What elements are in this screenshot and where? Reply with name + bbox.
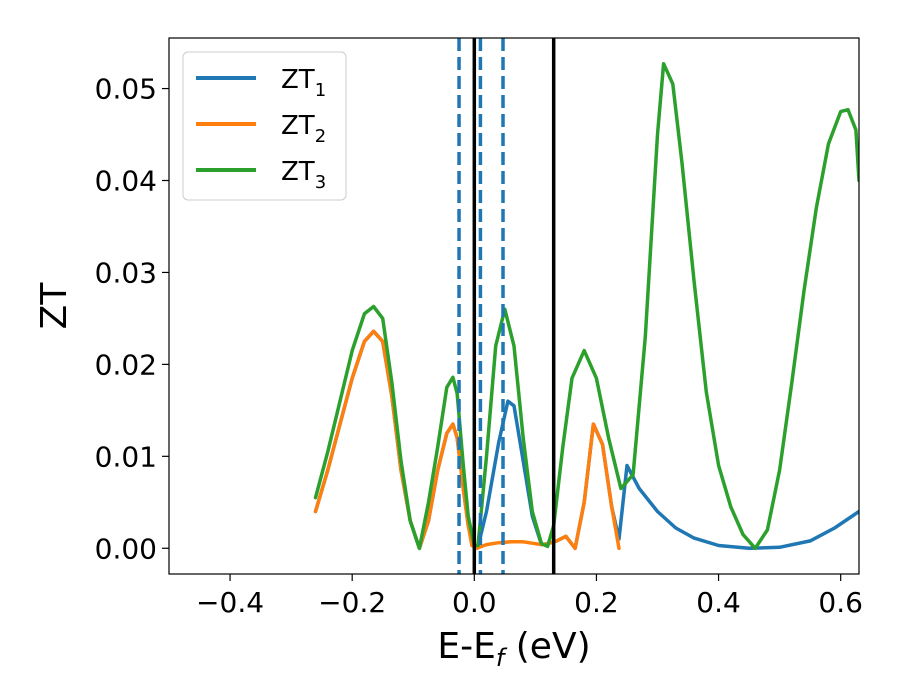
legend-label-2: ZT2 [281, 111, 326, 147]
plot-content [313, 38, 859, 574]
y-tick-label: 0.01 [95, 440, 157, 473]
x-axis: −0.4 −0.2 0.0 0.2 0.4 0.6 [196, 574, 863, 619]
legend-label-3: ZT3 [281, 157, 326, 193]
x-tick-label: 0.4 [696, 586, 741, 619]
legend-entry: ZT2 [196, 111, 326, 147]
legend-label-1: ZT1 [281, 65, 326, 101]
legend-entry: ZT1 [196, 65, 326, 101]
x-tick-label: 0.2 [574, 586, 619, 619]
plot-frame [168, 37, 860, 575]
x-axis-label: E-Ef (eV) [437, 626, 590, 672]
x-axis-label-main: E-E [437, 626, 495, 667]
series-line-2 [313, 329, 621, 551]
x-tick-label: 0.6 [818, 586, 863, 619]
x-axis-label-unit: (eV) [504, 626, 590, 667]
y-tick-label: 0.03 [95, 256, 157, 289]
y-axis-label: ZT [34, 282, 75, 330]
legend-box [182, 51, 347, 201]
y-tick-label: 0.02 [95, 348, 157, 381]
y-tick-label: 0.05 [95, 73, 157, 106]
legend-entry: ZT3 [196, 157, 326, 193]
legend: ZT1 ZT2 ZT3 [182, 51, 347, 201]
y-axis: 0.00 0.01 0.02 0.03 0.04 0.05 [95, 73, 169, 565]
y-tick-label: 0.04 [95, 165, 157, 198]
x-tick-label: −0.2 [318, 586, 386, 619]
y-tick-label: 0.00 [95, 532, 157, 565]
x-tick-label: 0.0 [452, 586, 497, 619]
x-tick-label: −0.4 [196, 586, 264, 619]
